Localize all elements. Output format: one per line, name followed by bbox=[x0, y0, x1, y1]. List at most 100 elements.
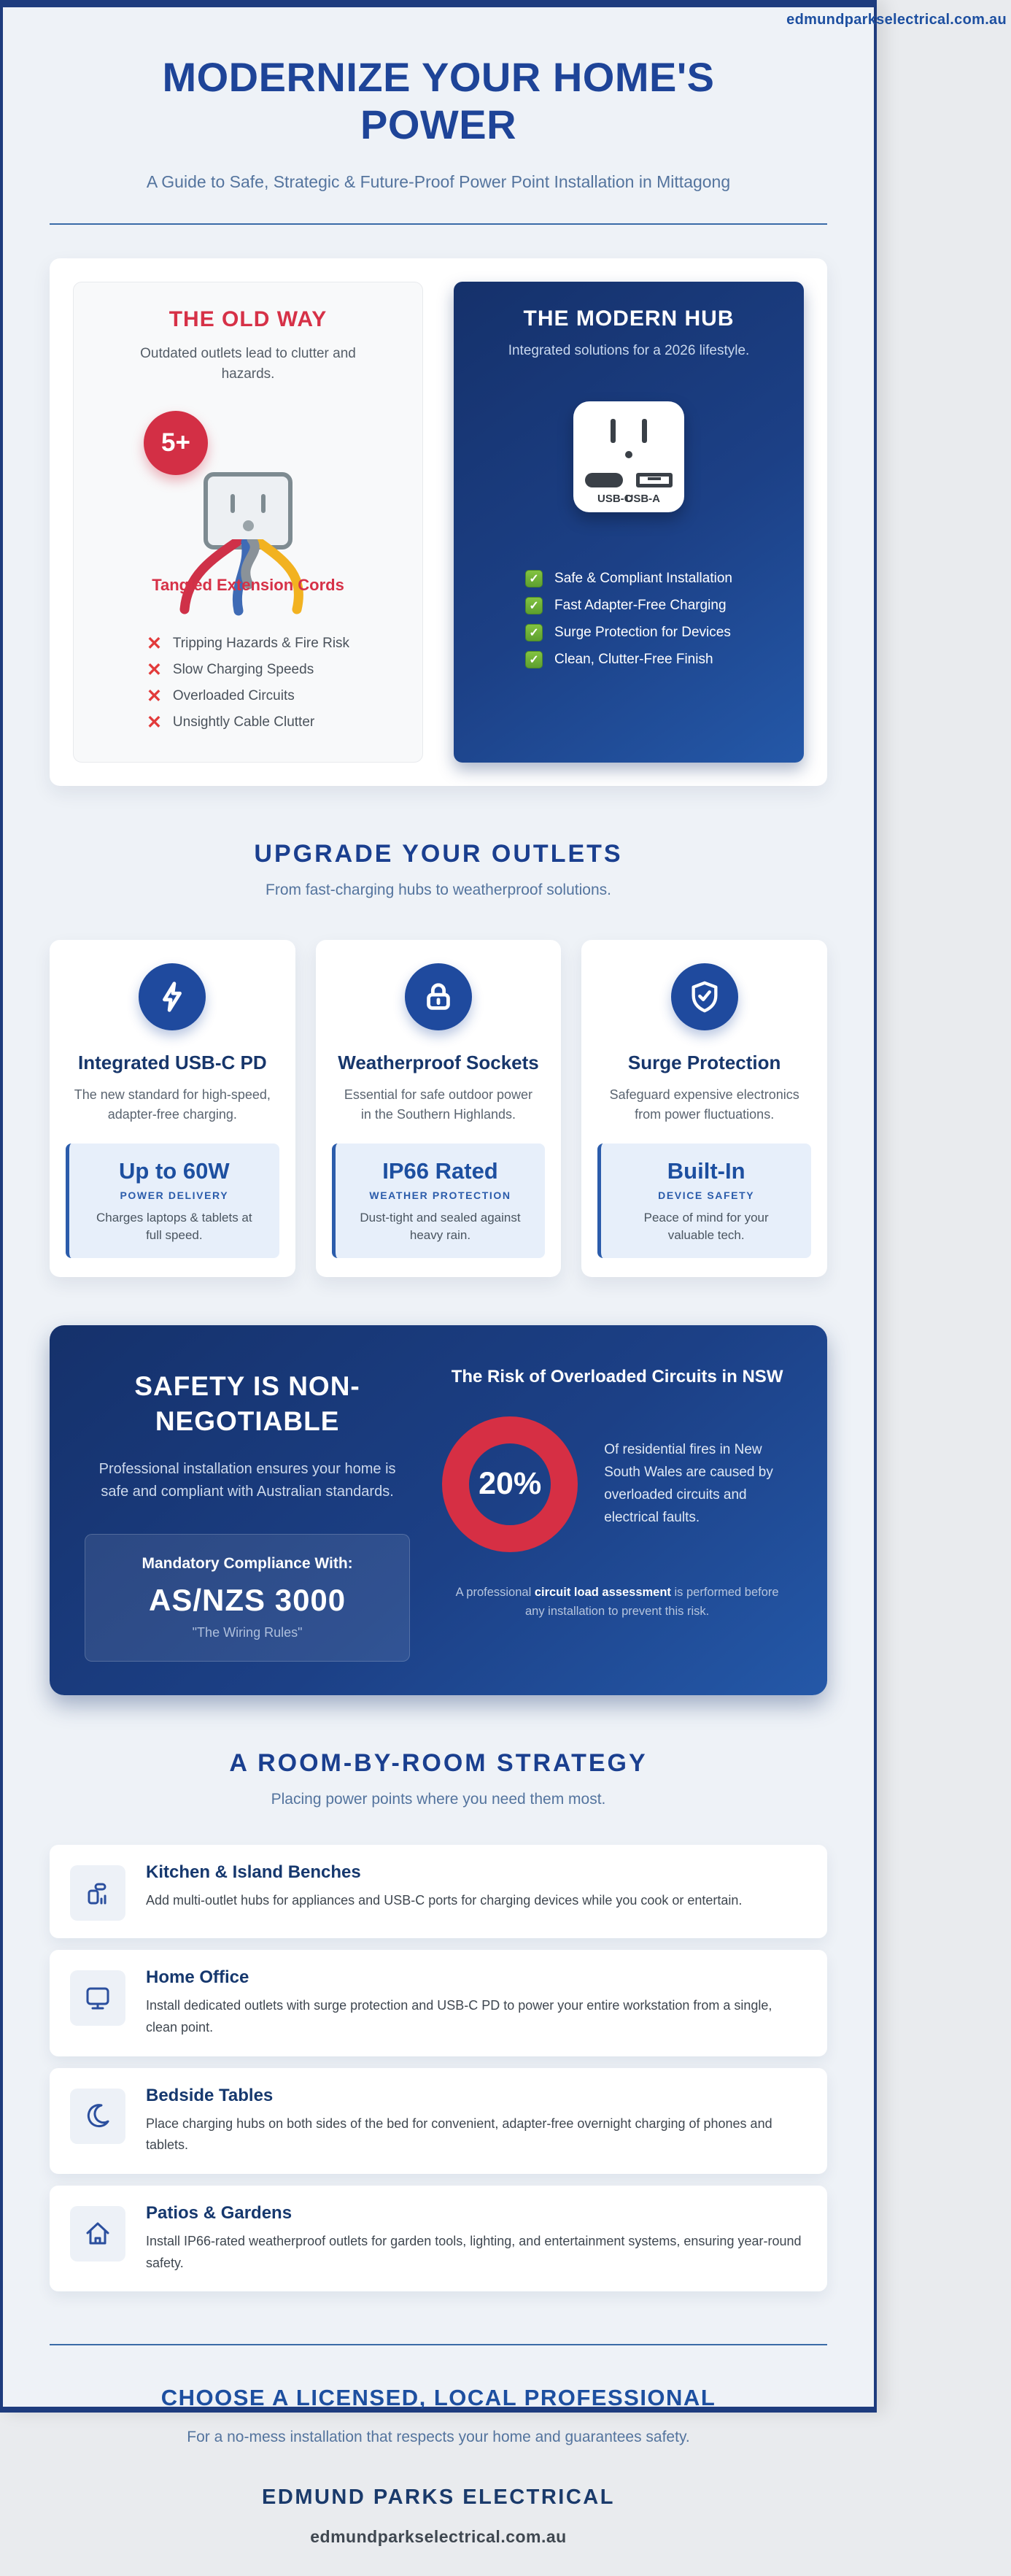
room-title: Kitchen & Island Benches bbox=[146, 1862, 361, 1883]
risk-note: A professional circuit load assessment i… bbox=[455, 1585, 779, 1619]
check-icon: ✓ bbox=[525, 597, 543, 615]
tangled-cords-label: Tangled Extension Cords bbox=[152, 575, 344, 594]
upgrade-title: UPGRADE YOUR OUTLETS bbox=[254, 839, 623, 868]
risk-body: Of residential fires in New South Wales … bbox=[604, 1442, 773, 1525]
moon-icon bbox=[70, 2088, 125, 2144]
list-item: ✓ Fast Adapter-Free Charging bbox=[525, 597, 732, 615]
stat-box: Built-In DEVICE SAFETY Peace of mind for… bbox=[597, 1143, 811, 1259]
stat-value: IP66 Rated bbox=[382, 1157, 498, 1184]
modern-outlet-icon: USB-C USB-A bbox=[573, 401, 684, 513]
kitchen-appliance-icon bbox=[70, 1865, 125, 1921]
room-title: Bedside Tables bbox=[146, 2085, 274, 2105]
room-item-bedside: Bedside Tables Place charging hubs on bo… bbox=[50, 2067, 827, 2174]
room-title: Patios & Gardens bbox=[146, 2202, 293, 2223]
page-subtitle: A Guide to Safe, Strategic & Future-Proo… bbox=[146, 171, 731, 191]
stat-body: Charges laptops & tablets at full speed. bbox=[96, 1210, 252, 1243]
tangled-cords-icon bbox=[179, 539, 303, 615]
footer-subtitle: For a no-mess installation that respects… bbox=[187, 2429, 690, 2446]
cross-icon: ✕ bbox=[146, 712, 162, 733]
compliance-note: "The Wiring Rules" bbox=[192, 1625, 303, 1640]
footer: CHOOSE A LICENSED, LOCAL PROFESSIONAL Fo… bbox=[50, 2344, 827, 2576]
upgrade-subtitle: From fast-charging hubs to weatherproof … bbox=[266, 881, 611, 898]
room-body: Add multi-outlet hubs for appliances and… bbox=[146, 1893, 743, 1908]
house-icon bbox=[70, 2205, 125, 2261]
card-body: The new standard for high-speed, adapter… bbox=[74, 1087, 271, 1122]
cord-count-badge: 5+ bbox=[144, 410, 208, 475]
card-body: Safeguard expensive electronics from pow… bbox=[609, 1087, 799, 1122]
donut-chart: 20% bbox=[442, 1416, 578, 1552]
list-item: ✓ Surge Protection for Devices bbox=[525, 624, 732, 642]
card-title: Weatherproof Sockets bbox=[338, 1051, 539, 1073]
list-item: ✕ Tripping Hazards & Fire Risk bbox=[146, 633, 350, 654]
infographic-page: MODERNIZE YOUR HOME'S POWER A Guide to S… bbox=[0, 0, 877, 2546]
usb-c-port-icon bbox=[585, 473, 623, 488]
header-divider bbox=[50, 223, 827, 225]
brand-name: EDMUND PARKS ELECTRICAL bbox=[262, 2486, 615, 2510]
check-icon: ✓ bbox=[525, 570, 543, 588]
usb-a-label: USB-A bbox=[625, 493, 661, 506]
stat-value: Built-In bbox=[667, 1157, 745, 1184]
comparison-card: THE OLD WAY Outdated outlets lead to clu… bbox=[50, 258, 827, 786]
usb-a-port-icon bbox=[636, 473, 673, 488]
room-item-patios: Patios & Gardens Install IP66-rated weat… bbox=[50, 2185, 827, 2292]
stat-label: DEVICE SAFETY bbox=[658, 1189, 755, 1201]
stat-body: Dust-tight and sealed against heavy rain… bbox=[360, 1210, 521, 1243]
risk-title: The Risk of Overloaded Circuits in NSW bbox=[451, 1367, 783, 1387]
card-surge-protection: Surge Protection Safeguard expensive ele… bbox=[581, 939, 827, 1278]
safety-section: SAFETY IS NON-NEGOTIABLE Professional in… bbox=[50, 1325, 827, 1696]
safety-title: SAFETY IS NON-NEGOTIABLE bbox=[134, 1371, 360, 1437]
check-icon: ✓ bbox=[525, 651, 543, 669]
old-way-subtitle: Outdated outlets lead to clutter and haz… bbox=[140, 346, 356, 382]
cross-icon: ✕ bbox=[146, 633, 162, 654]
card-usb-c-pd: Integrated USB-C PD The new standard for… bbox=[50, 939, 295, 1278]
page-title: MODERNIZE YOUR HOME'S POWER bbox=[162, 54, 715, 147]
lock-icon bbox=[404, 963, 472, 1030]
rooms-title: A ROOM-BY-ROOM STRATEGY bbox=[229, 1749, 648, 1778]
modern-hub-benefit-list: ✓ Safe & Compliant Installation ✓ Fast A… bbox=[525, 560, 732, 678]
lightning-icon bbox=[139, 963, 206, 1030]
compliance-intro: Mandatory Compliance With: bbox=[142, 1555, 353, 1573]
modern-hub-panel: THE MODERN HUB Integrated solutions for … bbox=[454, 282, 804, 763]
card-body: Essential for safe outdoor power in the … bbox=[344, 1087, 533, 1122]
old-way-panel: THE OLD WAY Outdated outlets lead to clu… bbox=[73, 282, 423, 763]
room-body: Place charging hubs on both sides of the… bbox=[146, 2116, 772, 2153]
room-body: Install dedicated outlets with surge pro… bbox=[146, 1998, 772, 2035]
footer-title: CHOOSE A LICENSED, LOCAL PROFESSIONAL bbox=[160, 2385, 716, 2411]
stat-box: Up to 60W POWER DELIVERY Charges laptops… bbox=[66, 1143, 279, 1259]
rooms-section-header: A ROOM-BY-ROOM STRATEGY Placing power po… bbox=[50, 1749, 827, 1808]
stat-box: IP66 Rated WEATHER PROTECTION Dust-tight… bbox=[331, 1143, 546, 1259]
list-item: ✕ Slow Charging Speeds bbox=[146, 659, 314, 680]
compliance-box: Mandatory Compliance With: AS/NZS 3000 "… bbox=[85, 1534, 411, 1662]
site-url-footer: edmundparkselectrical.com.au bbox=[310, 2527, 567, 2547]
room-list: Kitchen & Island Benches Add multi-outle… bbox=[50, 1845, 827, 2292]
upgrade-section-header: UPGRADE YOUR OUTLETS From fast-charging … bbox=[50, 840, 827, 899]
cross-icon: ✕ bbox=[146, 659, 162, 680]
monitor-icon bbox=[70, 1970, 125, 2027]
list-item: ✕ Overloaded Circuits bbox=[146, 685, 295, 706]
rooms-subtitle: Placing power points where you need them… bbox=[271, 1791, 606, 1808]
upgrade-cards: Integrated USB-C PD The new standard for… bbox=[50, 939, 827, 1278]
old-outlet-icon bbox=[204, 471, 293, 549]
usb-c-label: USB-C bbox=[597, 493, 632, 506]
shield-check-icon bbox=[670, 963, 738, 1030]
check-icon: ✓ bbox=[525, 624, 543, 642]
stat-label: POWER DELIVERY bbox=[120, 1189, 229, 1201]
list-item: ✕ Unsightly Cable Clutter bbox=[146, 712, 315, 733]
site-url-header: edmundparkselectrical.com.au bbox=[786, 12, 1007, 28]
compliance-standard: AS/NZS 3000 bbox=[149, 1583, 346, 1618]
cross-icon: ✕ bbox=[146, 685, 162, 706]
room-title: Home Office bbox=[146, 1967, 249, 1988]
stat-label: WEATHER PROTECTION bbox=[369, 1189, 511, 1201]
old-way-risk-list: ✕ Tripping Hazards & Fire Risk ✕ Slow Ch… bbox=[147, 627, 349, 740]
safety-body: Professional installation ensures your h… bbox=[98, 1461, 396, 1500]
room-item-kitchen: Kitchen & Island Benches Add multi-outle… bbox=[50, 1845, 827, 1939]
room-item-home-office: Home Office Install dedicated outlets wi… bbox=[50, 1950, 827, 2056]
donut-percentage: 20% bbox=[479, 1466, 542, 1502]
old-outlet-illustration: 5+ Tangled Extension Cords bbox=[88, 396, 408, 624]
footer-divider bbox=[50, 2344, 827, 2346]
room-body: Install IP66-rated weatherproof outlets … bbox=[146, 2233, 802, 2270]
list-item: ✓ Clean, Clutter-Free Finish bbox=[525, 651, 732, 669]
stat-value: Up to 60W bbox=[119, 1157, 230, 1184]
list-item: ✓ Safe & Compliant Installation bbox=[525, 570, 732, 588]
card-title: Surge Protection bbox=[627, 1051, 781, 1073]
